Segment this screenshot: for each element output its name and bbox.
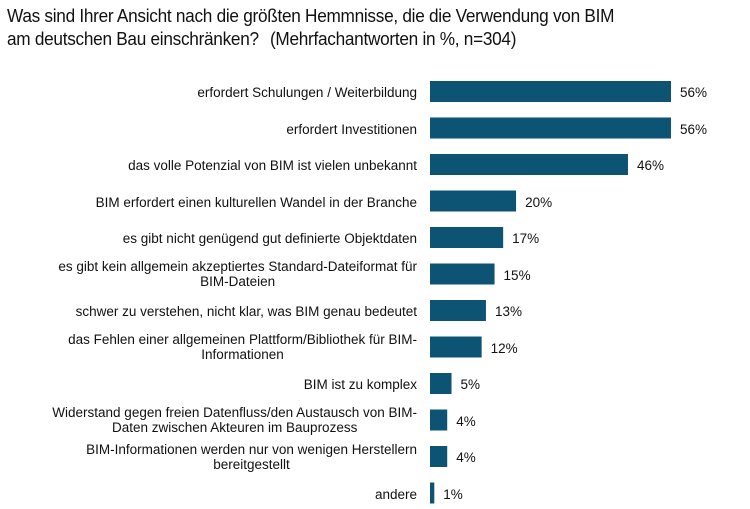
category-label: schwer zu verstehen, nicht klar, was BIM… (76, 304, 417, 319)
category-label: BIM erfordert einen kulturellen Wandel i… (96, 195, 417, 210)
value-label: 56% (680, 121, 708, 137)
category-label-line: Widerstand gegen freien Datenfluss/den A… (52, 405, 417, 420)
value-label: 17% (512, 231, 540, 246)
category-label: es gibt kein allgemein akzeptiertes Stan… (58, 259, 417, 289)
category-label-line: Informationen (201, 347, 284, 362)
category-label-line: Daten zwischen Akteuren im Bauprozess (111, 420, 358, 435)
category-label: andere (375, 487, 417, 502)
chart-title-note: (Mehrfachantworten in %, n=304) (269, 28, 517, 49)
category-label: BIM-Informationen werden nur von wenigen… (86, 442, 417, 472)
bar (430, 263, 495, 285)
value-label: 4% (456, 413, 476, 429)
category-label-line: BIM erfordert einen kulturellen Wandel i… (95, 194, 417, 210)
category-label-line: BIM-Dateien (200, 274, 276, 289)
category-label: das Fehlen einer allgemeinen Plattform/B… (68, 332, 417, 362)
bar (430, 117, 671, 139)
bar (430, 373, 452, 394)
value-label: 56% (680, 85, 708, 100)
category-label: erfordert Investitionen (286, 122, 417, 137)
category-label-line: andere (374, 486, 417, 502)
value-label: 5% (460, 377, 481, 392)
category-label-line: erfordert Schulungen / Weiterbildung (197, 85, 417, 100)
category-label-line: bereitgestellt (213, 456, 290, 472)
value-label: 4% (456, 450, 476, 465)
category-label: Widerstand gegen freien Datenfluss/den A… (52, 405, 417, 435)
bar (430, 190, 517, 212)
category-label-line: erfordert Investitionen (286, 121, 417, 137)
chart-title: Was sind Ihrer Ansicht nach die größten … (7, 4, 695, 50)
bar (430, 81, 671, 102)
value-label: 1% (443, 486, 463, 502)
value-label: 15% (503, 267, 531, 283)
bar (430, 300, 486, 321)
category-label-line: das volle Potenzial von BIM ist vielen u… (128, 158, 417, 173)
bar (430, 482, 435, 504)
bar (430, 227, 504, 248)
bar (430, 409, 448, 431)
value-label: 20% (525, 194, 553, 210)
bar (430, 154, 628, 175)
chart-title-line-1: Was sind Ihrer Ansicht nach die größten … (7, 5, 615, 26)
category-label: erfordert Schulungen / Weiterbildung (197, 85, 417, 100)
value-label: 13% (494, 304, 522, 319)
value-label: 12% (490, 340, 518, 356)
category-label-line: BIM ist zu komplex (303, 377, 417, 392)
chart-title-question: am deutschen Bau einschränken? (7, 28, 259, 49)
bar (430, 336, 482, 358)
category-label: BIM ist zu komplex (304, 377, 417, 392)
category-label-line: BIM-Informationen werden nur von wenigen… (86, 441, 417, 457)
category-label: es gibt nicht genügend gut definierte Ob… (123, 231, 417, 246)
category-label-line: das Fehlen einer allgemeinen Plattform/B… (68, 332, 417, 347)
category-label: das volle Potenzial von BIM ist vielen u… (128, 158, 417, 173)
chart-title-line-2: am deutschen Bau einschränken? (Mehrfacha… (7, 27, 695, 50)
category-label-line: es gibt nicht genügend gut definierte Ob… (122, 231, 417, 246)
category-label-line: schwer zu verstehen, nicht klar, was BIM… (75, 304, 417, 319)
value-label: 46% (636, 158, 664, 173)
category-label-line: es gibt kein allgemein akzeptiertes Stan… (58, 259, 417, 274)
bar (430, 446, 448, 467)
